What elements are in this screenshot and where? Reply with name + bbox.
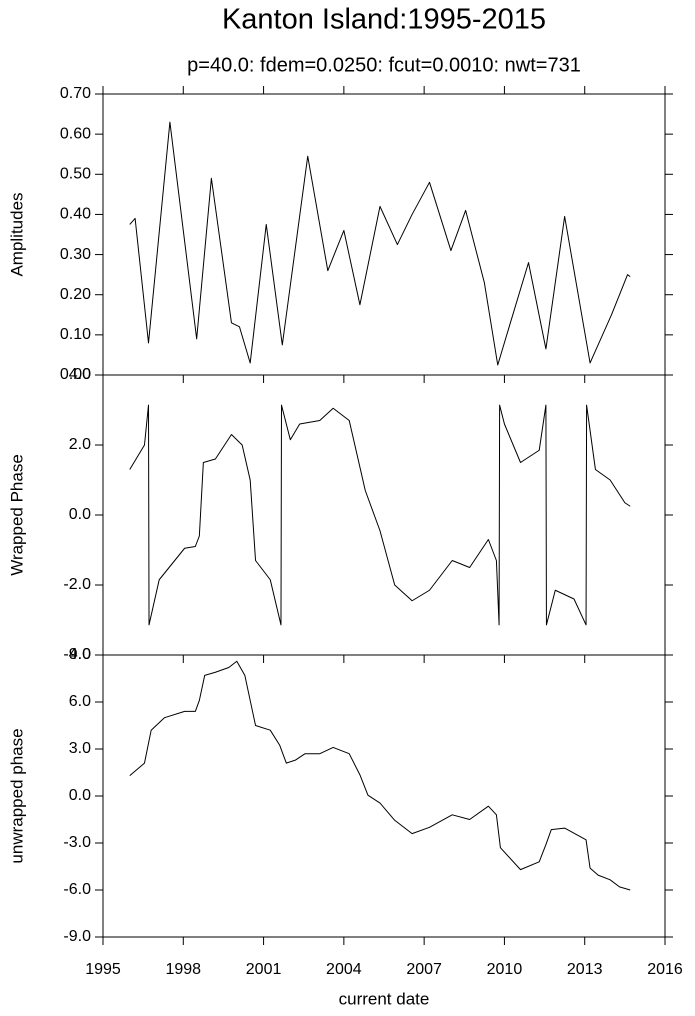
y-tick-label: 0.0: [69, 506, 91, 523]
x-tick-label: 2004: [326, 961, 362, 978]
y-tick-label: 9.0: [69, 646, 91, 663]
x-tick-label: 2010: [487, 961, 523, 978]
y-tick-label: 4.0: [69, 366, 91, 383]
y-tick-label: 0.10: [60, 326, 91, 343]
data-line: [129, 404, 631, 626]
y-axis-title: Wrapped Phase: [7, 454, 26, 576]
y-tick-label: 0.70: [60, 85, 91, 102]
data-line: [129, 121, 631, 366]
y-tick-label: 0.0: [69, 787, 91, 804]
x-tick-label: 1998: [165, 961, 201, 978]
y-tick-label: 0.20: [60, 286, 91, 303]
y-tick-label: 0.40: [60, 206, 91, 223]
y-tick-label: 6.0: [69, 693, 91, 710]
chart-subtitle: p=40.0: fdem=0.0250: fcut=0.0010: nwt=73…: [187, 54, 581, 76]
y-tick-label: 3.0: [69, 740, 91, 757]
x-tick-label: 2016: [647, 961, 683, 978]
data-line: [129, 660, 631, 891]
x-tick-label: 2013: [567, 961, 603, 978]
y-tick-label: 0.60: [60, 125, 91, 142]
y-tick-label: 0.50: [60, 166, 91, 183]
y-tick-label: 2.0: [69, 436, 91, 453]
x-tick-label: 1995: [85, 961, 121, 978]
x-tick-label: 2007: [406, 961, 442, 978]
y-tick-label: 0.00: [60, 366, 91, 383]
x-axis-title: current date: [339, 989, 430, 1008]
plot-frame: [102, 654, 666, 938]
chart-title: Kanton Island:1995-2015: [222, 4, 546, 36]
y-axis-title: unwrapped phase: [7, 728, 26, 863]
y-tick-label: -2.0: [63, 576, 91, 593]
y-tick-label: -3.0: [63, 834, 91, 851]
x-tick-label: 2001: [246, 961, 282, 978]
y-tick-label: 0.30: [60, 246, 91, 263]
y-tick-label: -6.0: [63, 881, 91, 898]
y-axis-title: Amplitudes: [7, 192, 26, 276]
plot-frame: [102, 93, 666, 376]
y-tick-label: -4.0: [63, 646, 91, 663]
y-tick-label: -9.0: [63, 928, 91, 945]
